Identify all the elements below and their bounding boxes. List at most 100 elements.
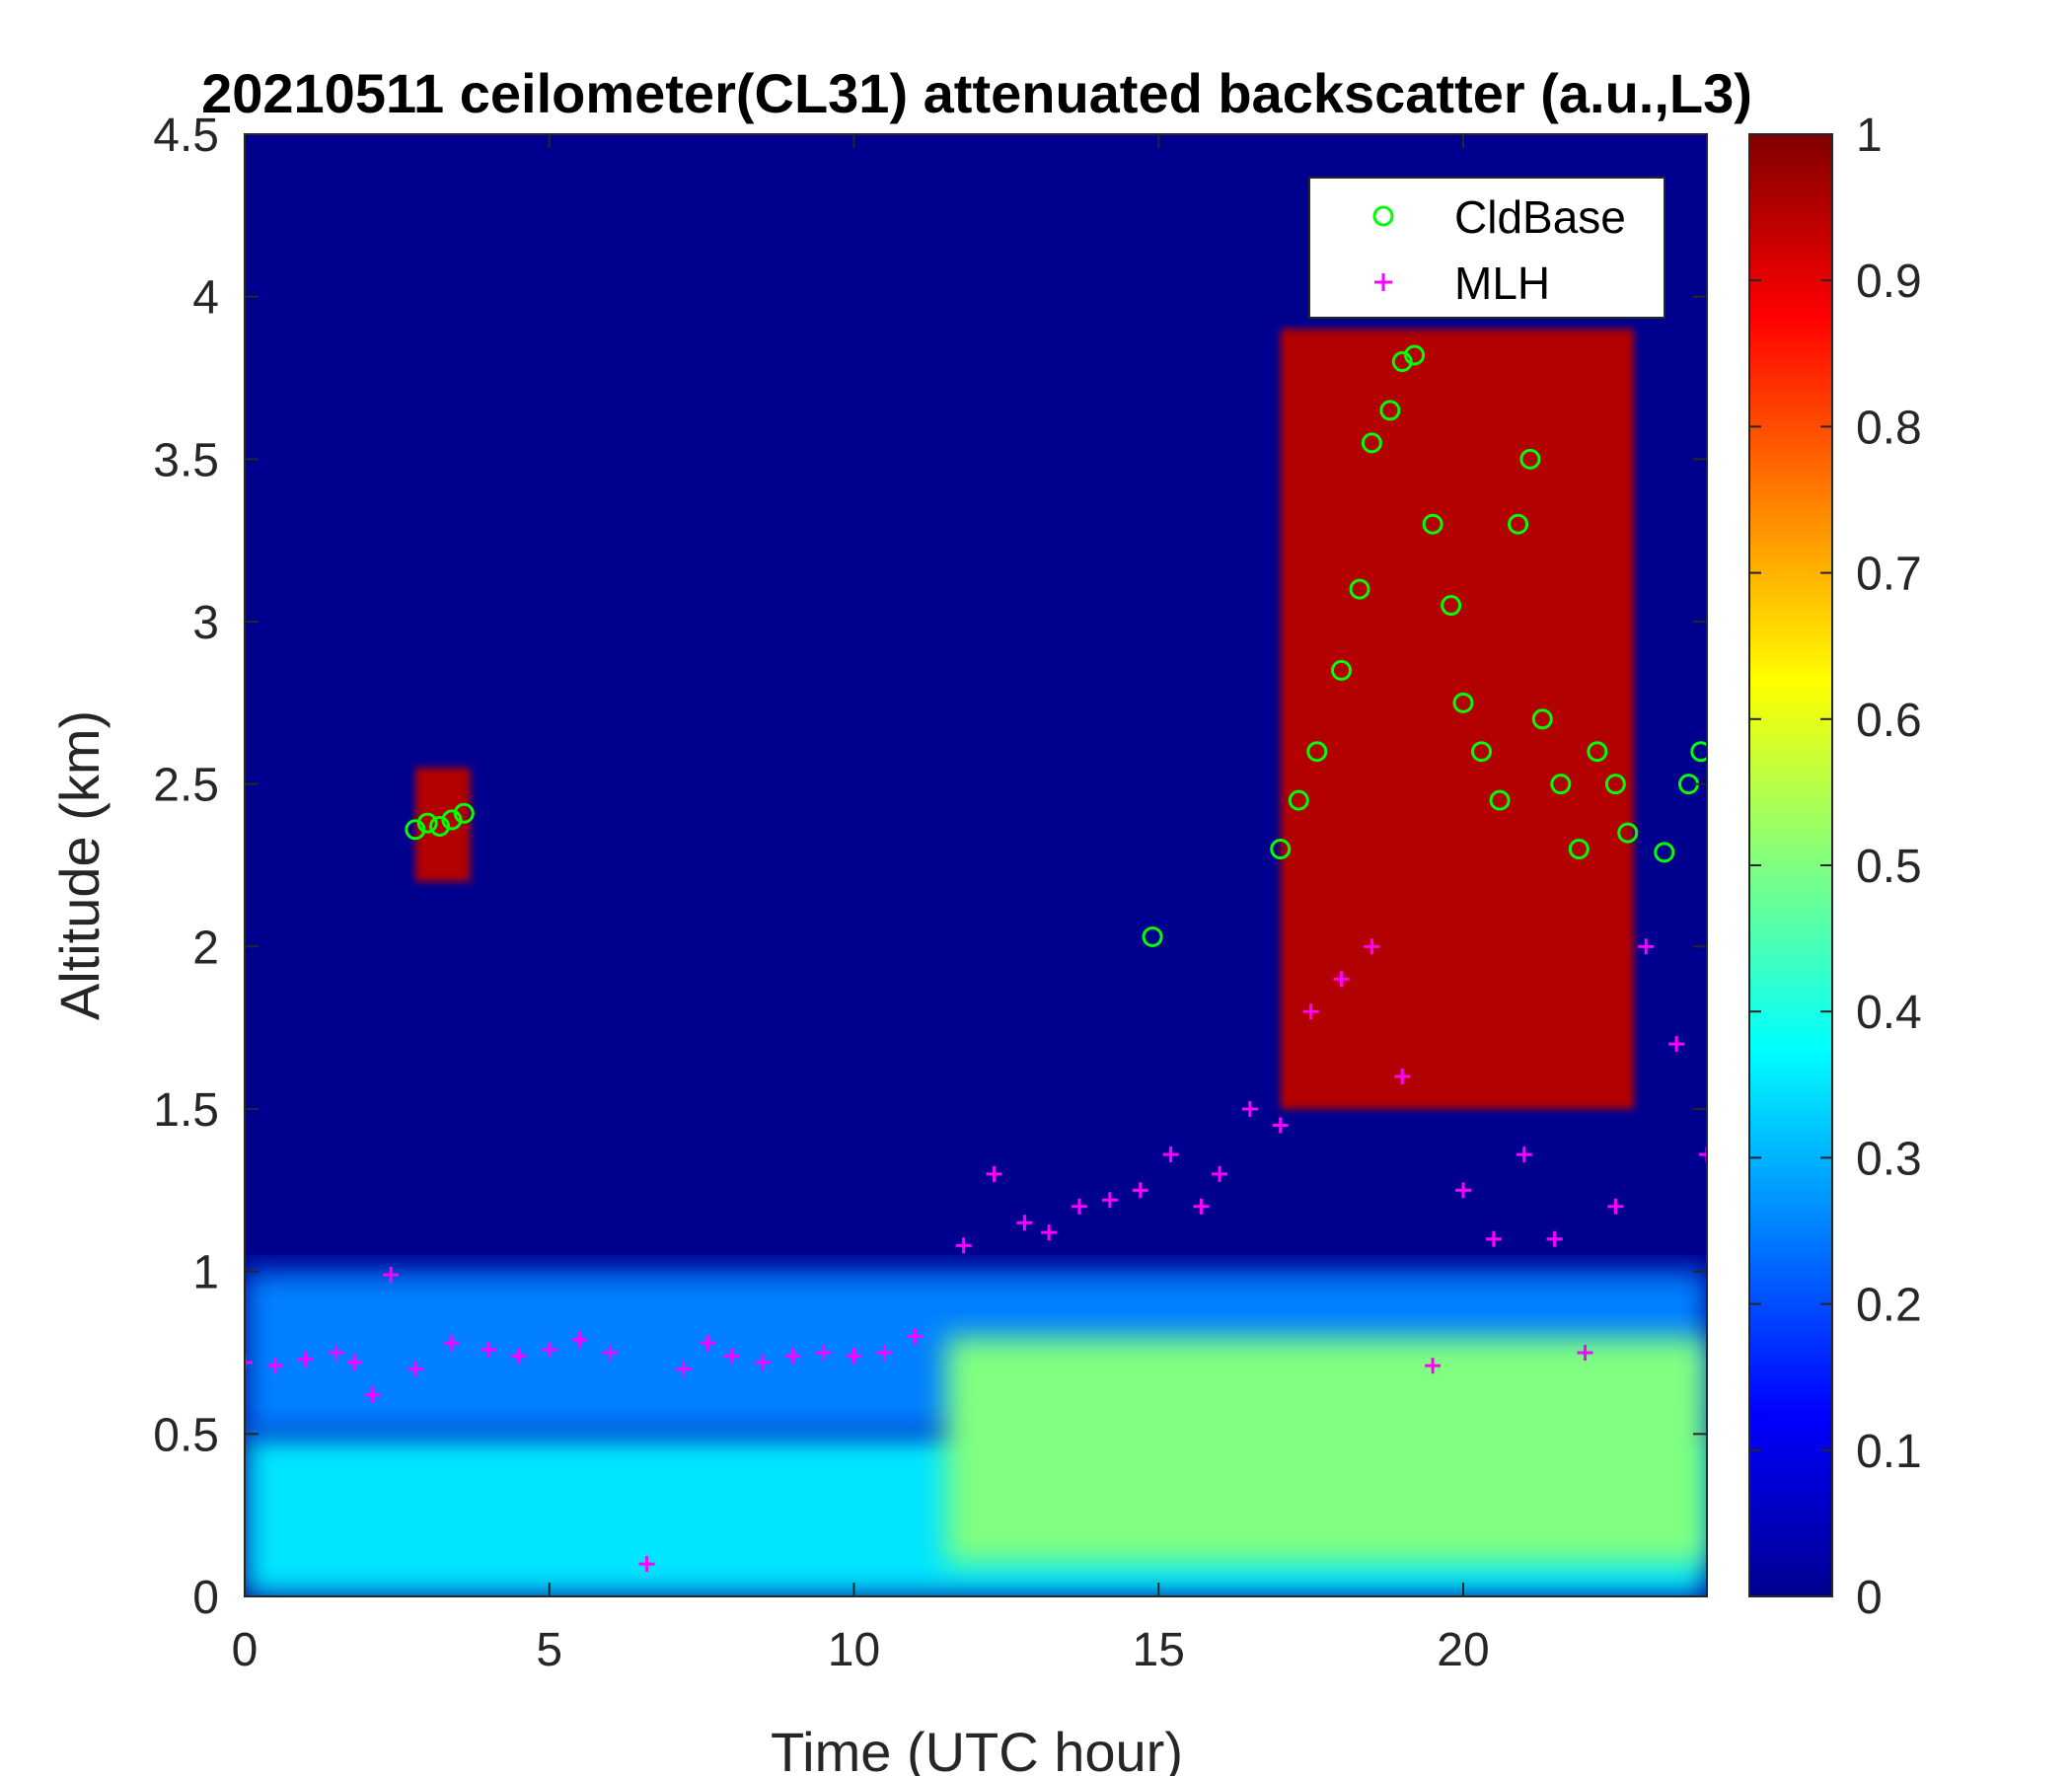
colorbar-tick-label: 0.3 [1856,1133,1922,1185]
cldbase-point [1604,774,1626,795]
y-axis-label: Altitude (km) [48,710,111,1020]
mlh-point [1193,1198,1210,1215]
y-tick-label: 2.5 [153,760,219,812]
mlh-point [1455,1182,1471,1199]
y-tick-label: 4 [192,272,219,325]
y-tick-label: 0.5 [153,1409,219,1461]
cldbase-point [1422,513,1443,535]
y-tick-label: 4.5 [153,110,219,162]
colorbar-tick-label: 0.7 [1856,549,1922,601]
mlh-point [638,1556,655,1573]
legend-mlh-label: MLH [1454,258,1550,309]
mlh-point [1699,1147,1707,1163]
cldbase-point [1379,400,1401,421]
mlh-point [1162,1147,1179,1163]
y-tick-label: 3.5 [153,434,219,486]
mlh-point [1302,1003,1319,1020]
mlh-point [1132,1182,1148,1199]
cldbase-point [1142,925,1163,947]
cldbase-point [1452,692,1474,713]
backscatter-region [945,1336,1707,1565]
cldbase-point [1404,344,1426,366]
y-tick-label: 1.5 [153,1084,219,1137]
legend-cldbase-marker [1372,205,1394,227]
cldbase-point [1519,448,1541,470]
mlh-point [443,1335,460,1352]
legend-box [1308,177,1665,319]
mlh-point [602,1345,619,1361]
mlh-point [876,1345,893,1361]
colorbar-tick-label: 0.1 [1856,1426,1922,1478]
backscatter-region [1280,329,1634,1110]
cldbase-point [1331,659,1352,681]
x-tick-label: 15 [1133,1624,1185,1676]
cldbase-point [1288,789,1309,811]
mlh-point [907,1328,924,1345]
mlh-point [1668,1036,1685,1053]
legend: CldBase MLH [1308,177,1665,319]
cldbase-point [1550,774,1572,795]
cldbase-point [1690,741,1707,763]
x-axis-label: Time (UTC hour) [771,1721,1183,1776]
cldbase-point [1508,513,1529,535]
mlh-point [1485,1230,1502,1247]
cldbase-point [1654,842,1675,863]
mlh-point [1041,1224,1058,1241]
cldbase-point [441,809,463,831]
mlh-point [245,1354,253,1370]
colorbar-tick-label: 0.4 [1856,987,1922,1039]
cldbase-point [1471,741,1493,763]
cldbase-point [1568,839,1590,860]
mlh-point [1016,1215,1033,1231]
mlh-point [784,1348,801,1365]
mlh-point [955,1237,972,1254]
mlh-point [1101,1192,1118,1209]
cldbase-point [429,815,451,837]
cldbase-point [1489,789,1511,811]
mlh-point [1364,938,1380,955]
mlh-series [245,938,1707,1573]
x-tick-label: 10 [828,1624,880,1676]
y-axis: 0 0.5 1 1.5 2 2.5 3 3.5 4 4.5 [153,110,1707,1624]
mlh-point [1272,1117,1289,1134]
x-tick-label: 0 [232,1624,259,1676]
chart-title: 20210511 ceilometer(CL31) attenuated bac… [201,62,1752,124]
mlh-point [1638,938,1655,955]
y-tick-label: 3 [192,597,219,649]
colorbar-tick-label: 0.9 [1856,256,1922,308]
y-tick-label: 1 [192,1247,219,1299]
colorbar-tick-label: 0.5 [1856,841,1922,893]
mlh-point [481,1341,496,1358]
mlh-point [986,1165,1002,1182]
colorbar-gradient [1748,133,1833,1597]
cldbase-point [1361,432,1382,454]
y-tick-label: 0 [192,1572,219,1624]
cldbase-point [416,812,438,834]
colorbar-tick-label: 0.8 [1856,402,1922,454]
cldbase-point [405,819,426,841]
mlh-point [1071,1198,1087,1215]
colorbar-ticks: 0 0.1 0.2 0.3 0.4 0.5 0.6 0.7 0.8 0.9 1 [1749,110,1922,1624]
mlh-point [1607,1198,1624,1215]
plot-frame [244,133,1708,1597]
mlh-point [754,1354,771,1370]
x-axis: 0 5 10 15 20 [232,134,1490,1676]
colorbar-tick-label: 0.2 [1856,1280,1922,1332]
mlh-point [1394,1069,1411,1085]
mlh-point [297,1351,314,1368]
mlh-point [724,1348,740,1365]
mlh-point [328,1345,344,1361]
mlh-point [407,1361,423,1377]
mlh-point [364,1386,381,1403]
x-tick-label: 20 [1437,1624,1489,1676]
plot-area [244,133,1708,1597]
cldbase-point [1391,351,1413,373]
mlh-point [541,1341,557,1358]
mlh-point [1516,1147,1532,1163]
y-tick-label: 2 [192,922,219,974]
cldbase-point [1617,822,1639,844]
mlh-point [571,1331,588,1348]
mlh-point [1212,1165,1227,1182]
colorbar: 0 0.1 0.2 0.3 0.4 0.5 0.6 0.7 0.8 0.9 1 [1748,110,1922,1624]
colorbar-tick-label: 1 [1856,110,1883,162]
